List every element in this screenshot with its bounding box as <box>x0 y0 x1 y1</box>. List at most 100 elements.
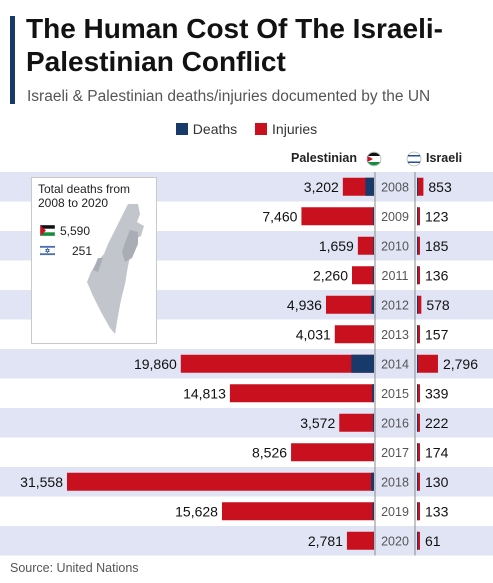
bar-israeli <box>417 384 420 403</box>
value-label-palestinian: 4,936 <box>287 297 322 313</box>
bar-israeli-deaths <box>417 443 418 462</box>
value-label-palestinian: 3,202 <box>304 179 339 195</box>
value-label-israeli: 157 <box>425 326 449 342</box>
bar-palestinian <box>67 472 374 491</box>
bar-israeli <box>417 531 420 550</box>
flag-disc <box>406 151 422 167</box>
value-label-palestinian: 1,659 <box>319 238 354 254</box>
bar-israeli <box>417 413 420 432</box>
bar-israeli-deaths <box>417 413 418 432</box>
tick-label-year: 2016 <box>381 416 409 430</box>
legend-item-injuries: Injuries <box>255 121 317 137</box>
bar-israeli <box>417 207 420 226</box>
flag-black-band <box>368 152 380 156</box>
bar-palestinian <box>221 502 374 521</box>
bar-israeli-deaths <box>417 325 418 344</box>
israel-flag-icon <box>406 151 422 167</box>
bar-israeli <box>417 325 420 344</box>
bar-israeli-deaths <box>417 236 418 255</box>
bar-israeli-deaths <box>417 472 418 491</box>
inset-israeli-deaths: 251 <box>72 244 93 258</box>
value-label-palestinian: 14,813 <box>183 385 226 401</box>
bar-palestinian <box>352 266 374 285</box>
value-label-israeli: 222 <box>425 415 449 431</box>
bar-palestinian-deaths <box>372 413 374 432</box>
bar-palestinian-deaths <box>373 236 374 255</box>
header-israeli: Israeli <box>426 151 462 165</box>
inset-title: Total deaths from 2008 to 2020 <box>38 182 131 210</box>
bar-israeli-deaths <box>417 295 418 314</box>
value-label-palestinian: 8,526 <box>252 444 287 460</box>
bar-palestinian <box>229 384 374 403</box>
row-band <box>0 408 493 438</box>
tick-label-year: 2020 <box>381 534 409 548</box>
deaths-swatch <box>175 123 188 135</box>
bar-palestinian-deaths <box>372 502 374 521</box>
bar-israeli <box>417 472 420 491</box>
bar-israeli-deaths <box>417 502 418 521</box>
tick-label-year: 2014 <box>381 357 409 371</box>
flag-red-triangle <box>367 156 373 162</box>
chart-title: The Human Cost Of The Israeli-Palestinia… <box>26 13 443 77</box>
title-accent-bar <box>10 16 15 104</box>
bar-palestinian <box>325 295 374 314</box>
inset-row-palestinian: 5,590 <box>39 224 91 238</box>
bar-palestinian-deaths <box>371 295 374 314</box>
value-label-palestinian: 2,781 <box>308 533 343 549</box>
bar-israeli <box>417 443 420 462</box>
tick-label-year: 2018 <box>381 475 409 489</box>
value-label-palestinian: 4,031 <box>296 326 331 342</box>
injuries-swatch <box>255 123 268 135</box>
bar-israeli <box>417 354 438 373</box>
header-palestinian: Palestinian <box>291 151 357 165</box>
bar-israeli-deaths <box>417 531 418 550</box>
bar-palestinian-deaths <box>371 472 374 491</box>
flag-stripe-top <box>408 155 420 157</box>
legend-item-deaths: Deaths <box>175 121 238 137</box>
value-label-israeli: 130 <box>425 474 449 490</box>
value-label-israeli: 185 <box>425 238 449 254</box>
tick-label-year: 2010 <box>381 239 409 253</box>
value-label-palestinian: 19,860 <box>134 356 177 372</box>
value-label-israeli: 853 <box>428 179 452 195</box>
bar-palestinian <box>301 207 374 226</box>
bar-palestinian <box>357 236 374 255</box>
inset-palestinian-deaths: 5,590 <box>60 224 91 238</box>
chart-subtitle: Israeli & Palestinian deaths/injuries do… <box>27 88 431 105</box>
palestine-flag-icon <box>39 224 56 237</box>
bar-palestinian <box>291 443 374 462</box>
bar-israeli-deaths <box>417 207 418 226</box>
value-label-palestinian: 2,260 <box>313 267 348 283</box>
row-band <box>0 526 493 556</box>
flag-stripe-bottom <box>408 161 420 163</box>
bar-israeli-deaths <box>417 354 418 373</box>
bar-palestinian <box>346 531 374 550</box>
bar-palestinian-deaths <box>372 384 374 403</box>
bar-palestinian-deaths <box>365 177 374 196</box>
legend: Deaths Injuries <box>0 121 493 137</box>
israel-flag-icon <box>39 244 56 257</box>
map-outline-icon <box>87 204 144 334</box>
bar-palestinian <box>334 325 374 344</box>
value-label-israeli: 123 <box>425 208 449 224</box>
value-label-israeli: 174 <box>425 444 449 460</box>
bar-israeli <box>417 502 420 521</box>
value-label-palestinian: 3,572 <box>300 415 335 431</box>
value-label-israeli: 578 <box>426 297 450 313</box>
tick-label-year: 2009 <box>381 210 409 224</box>
bar-israeli-deaths <box>417 177 418 196</box>
legend-label-deaths: Deaths <box>192 121 238 137</box>
bar-palestinian-deaths <box>372 266 374 285</box>
value-label-israeli: 339 <box>425 385 449 401</box>
flag-green-band <box>368 162 380 166</box>
value-label-israeli: 133 <box>425 503 449 519</box>
bar-palestinian <box>180 354 374 373</box>
value-label-palestinian: 15,628 <box>175 503 218 519</box>
value-label-israeli: 61 <box>425 533 441 549</box>
bar-palestinian-deaths <box>373 207 374 226</box>
bar-israeli <box>417 236 420 255</box>
bar-palestinian-deaths <box>351 354 374 373</box>
bar-israeli <box>417 295 422 314</box>
bar-israeli <box>417 266 420 285</box>
total-deaths-inset: Total deaths from 2008 to 2020 5,590 251 <box>31 177 157 344</box>
